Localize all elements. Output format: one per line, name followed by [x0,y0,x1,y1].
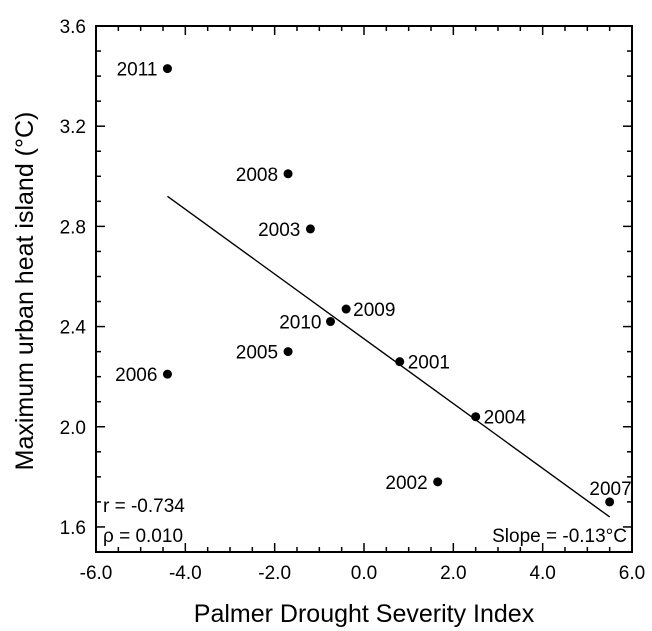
data-point [283,347,293,357]
data-point [162,369,172,379]
point-label: 2004 [484,408,527,429]
x-tick-labels: -6.0 -4.0 -2.0 0.0 2.0 4.0 6.0 [80,563,646,584]
point-label: 2003 [258,220,300,241]
x-tick-label: 6.0 [619,563,645,584]
data-point [326,317,335,327]
x-tick-label: 2.0 [440,563,466,584]
data-point [395,357,405,367]
y-tick-label: 3.6 [60,17,86,38]
point-label: 2002 [385,473,427,494]
point-label: 2008 [236,165,278,186]
slope-label: Slope = -0.13°C [492,526,627,547]
point-label: 2001 [408,353,450,374]
y-tick-label: 2.8 [60,217,86,238]
regression-line [167,195,611,518]
point-label: 2009 [353,300,395,321]
point-label: 2006 [115,365,157,386]
correlation-r-label: r = -0.734 [103,496,185,517]
plot-frame [95,25,633,553]
data-point [433,477,443,487]
x-axis-title: Palmer Drought Severity Index [194,600,535,628]
y-tick-labels: 1.6 2.0 2.4 2.8 3.2 3.6 [60,17,87,539]
point-label: 2005 [236,343,278,364]
data-point [471,412,481,422]
y-axis-title: Maximum urban heat island (°C) [11,112,39,471]
p-value-label: ρ = 0.010 [103,526,183,547]
y-tick-label: 2.4 [60,318,87,339]
point-label: 2011 [117,60,158,81]
data-point [305,224,315,234]
x-tick-label: -2.0 [258,563,291,584]
axis-ticks [95,25,633,552]
y-tick-label: 2.0 [60,418,86,439]
x-tick-label: 4.0 [529,563,555,584]
data-point [605,497,615,507]
y-tick-label: 1.6 [60,518,86,539]
x-tick-label: 0.0 [351,563,377,584]
y-tick-label: 3.2 [60,117,86,138]
data-point [162,64,172,74]
point-label: 2010 [279,313,321,334]
point-label: 2007 [589,479,631,500]
x-tick-label: -4.0 [169,563,202,584]
x-tick-label: -6.0 [80,563,113,584]
data-point [341,304,351,314]
data-point [283,169,293,179]
